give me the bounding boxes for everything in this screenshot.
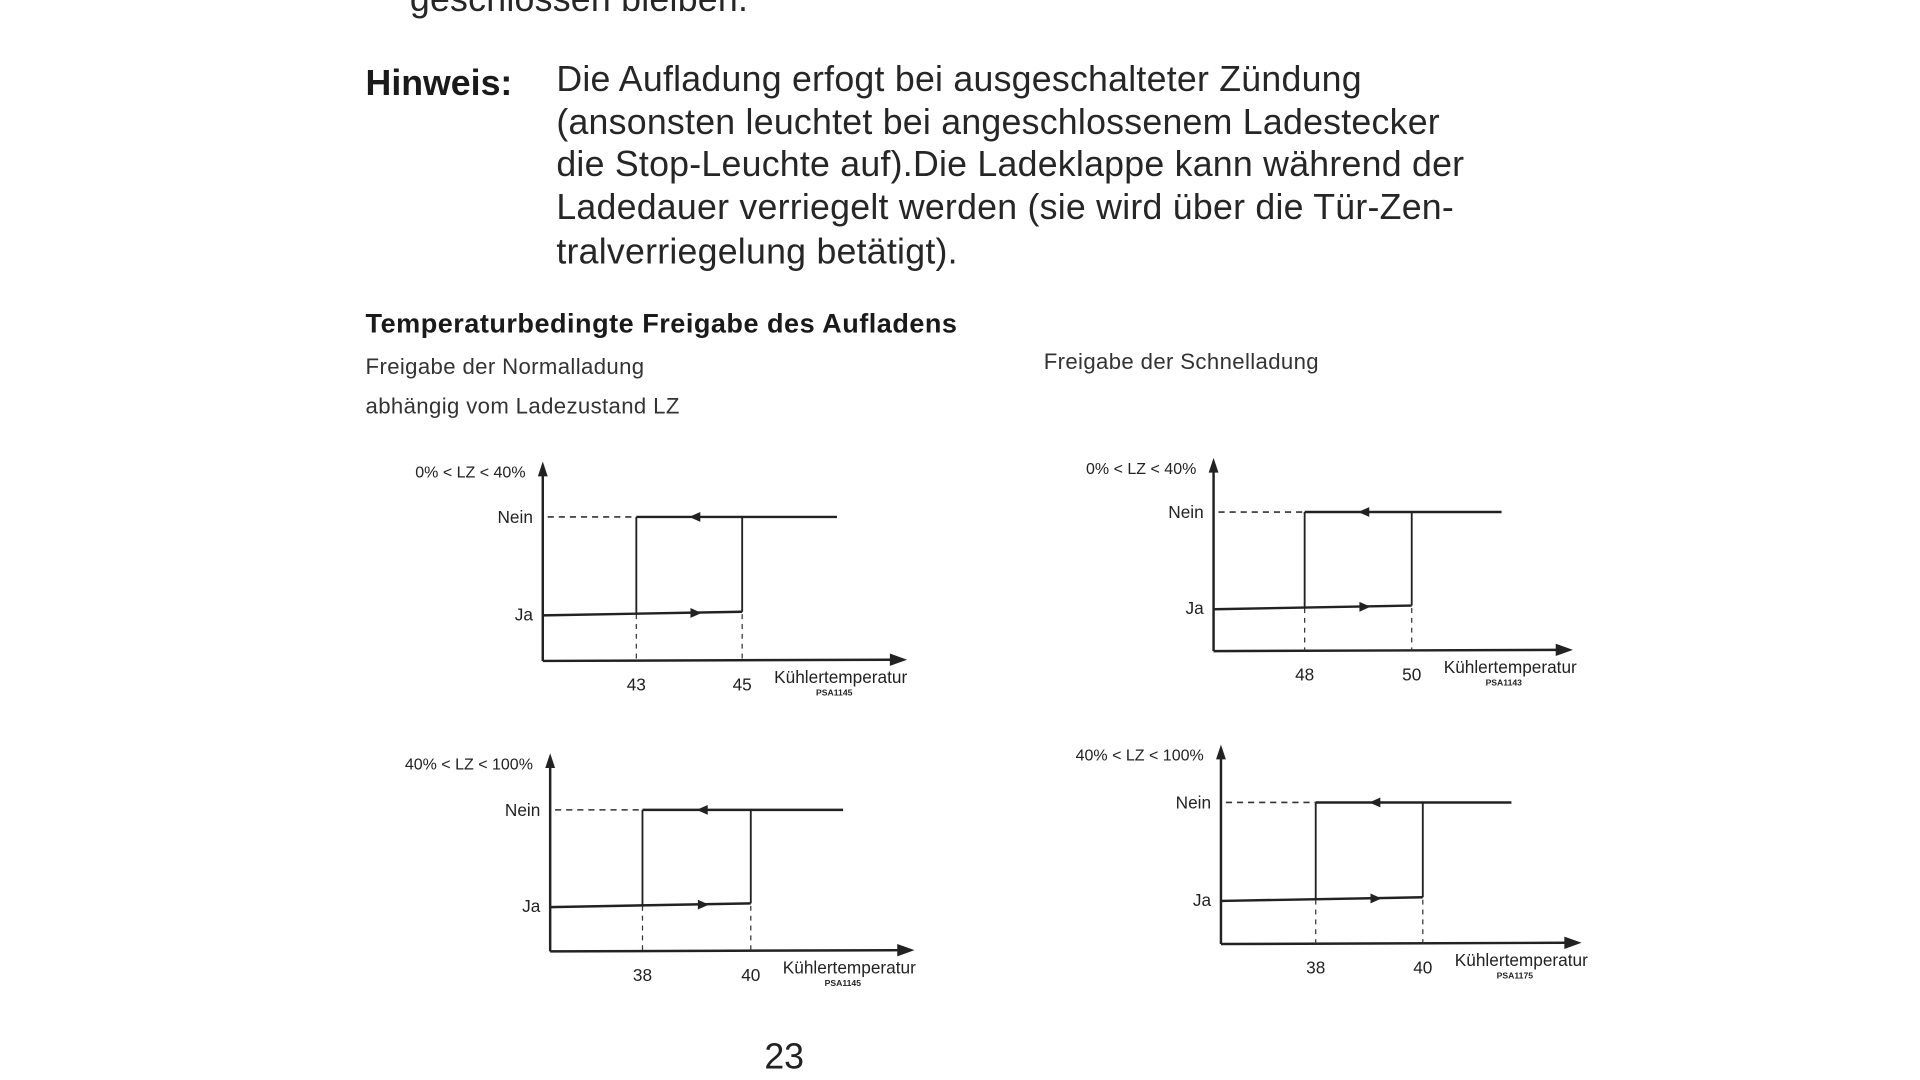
rising-path-line	[550, 902, 751, 909]
chart-3: 40% < LZ < 100% Nein Ja 38 40 Kühlertemperatu…	[405, 753, 916, 988]
note-line: die Stop-Leuchte auf).Die Ladeklappe kan…	[556, 145, 1465, 185]
y-label-nein: Nein	[505, 800, 540, 820]
x-tick-label: 50	[1402, 665, 1421, 685]
figure-code: PSA1145	[825, 978, 862, 988]
y-axis-arrow-icon	[1208, 457, 1219, 473]
rising-path-line	[1220, 896, 1423, 903]
y-label-nein: Nein	[498, 507, 533, 527]
x-axis-label: Kühlertemperatur	[1455, 950, 1588, 970]
x-axis-label: Kühlertemperatur	[774, 667, 907, 687]
right-subtitle: Freigabe der Schnelladung	[1043, 349, 1319, 375]
chart-1: 0% < LZ < 40% Nein Ja 43 45 KühlertemperaturP…	[415, 461, 908, 697]
x-tick-label: 45	[733, 674, 752, 694]
falling-direction-arrow-icon	[1369, 797, 1381, 808]
note-line: Ladedauer verriegelt werden (sie wird üb…	[556, 188, 1455, 228]
x-axis	[542, 658, 893, 663]
rising-direction-arrow-icon	[1370, 893, 1382, 904]
left-subtitle: Freigabe der Normalladung	[365, 354, 645, 380]
figure-code: PSA1145	[816, 687, 853, 697]
rising-direction-arrow-icon	[1359, 601, 1371, 612]
section-title: Temperaturbedingte Freigabe des Aufladen…	[365, 307, 958, 339]
figure-code: PSA1175	[1497, 970, 1534, 980]
rising-path-line	[542, 610, 743, 617]
note-label: Hinweis:	[365, 64, 513, 104]
x-axis	[550, 948, 900, 953]
rising-direction-arrow-icon	[690, 608, 702, 618]
x-axis-arrow-icon	[889, 653, 908, 666]
chart-condition-label: 40% < LZ < 100%	[1076, 748, 1204, 765]
note-line: Die Aufladung erfogt bei ausgeschalteter…	[556, 60, 1362, 100]
falling-direction-arrow-icon	[1358, 507, 1370, 517]
y-label-nein: Nein	[1176, 793, 1211, 813]
x-tick-label: 43	[627, 674, 646, 694]
note-line: tralverriegelung betätigt).	[556, 232, 958, 273]
y-axis-arrow-icon	[545, 753, 556, 769]
x-axis-arrow-icon	[1564, 936, 1582, 949]
x-tick-label: 40	[741, 965, 760, 985]
rising-direction-arrow-icon	[697, 899, 709, 910]
y-label-ja: Ja	[1193, 890, 1212, 910]
x-axis-arrow-icon	[897, 944, 915, 957]
y-label-ja: Ja	[522, 896, 541, 916]
falling-direction-arrow-icon	[689, 512, 701, 522]
page-number: 23	[764, 1037, 805, 1077]
x-tick-label: 48	[1295, 665, 1314, 685]
x-axis	[1213, 648, 1559, 653]
x-tick-label: 40	[1413, 958, 1432, 978]
x-axis-label: Kühlertemperatur	[1444, 657, 1577, 677]
x-axis	[1220, 941, 1567, 946]
previous-paragraph-line: geschlossen bleiben.	[409, 0, 749, 20]
chart-2: 0% < LZ < 40% Nein Ja 48 50 KühlertemperaturP…	[1086, 457, 1577, 688]
x-tick-label: 38	[1306, 958, 1325, 978]
y-label-nein: Nein	[1168, 502, 1203, 522]
left-subtitle: abhängig vom Ladezustand LZ	[365, 393, 680, 419]
figure-code: PSA1143	[1486, 678, 1523, 688]
x-tick-label: 38	[633, 965, 652, 985]
chart-condition-label: 0% < LZ < 40%	[415, 465, 525, 482]
chart-condition-label: 40% < LZ < 100%	[405, 756, 533, 773]
y-axis-arrow-icon	[1216, 744, 1226, 760]
y-axis-arrow-icon	[537, 461, 548, 477]
x-axis-arrow-icon	[1555, 643, 1573, 657]
chart-condition-label: 0% < LZ < 40%	[1086, 461, 1196, 478]
note-line: (ansonsten leuchtet bei angeschlossenem …	[556, 103, 1440, 143]
chart-4: 40% < LZ < 100% Nein Ja 38 40 Kühlertemperatu…	[1076, 744, 1588, 980]
falling-direction-arrow-icon	[696, 804, 708, 815]
x-axis-label: Kühlertemperatur	[783, 958, 916, 978]
y-label-ja: Ja	[1186, 598, 1205, 618]
y-label-ja: Ja	[515, 604, 534, 624]
rising-path-line	[1213, 604, 1412, 611]
